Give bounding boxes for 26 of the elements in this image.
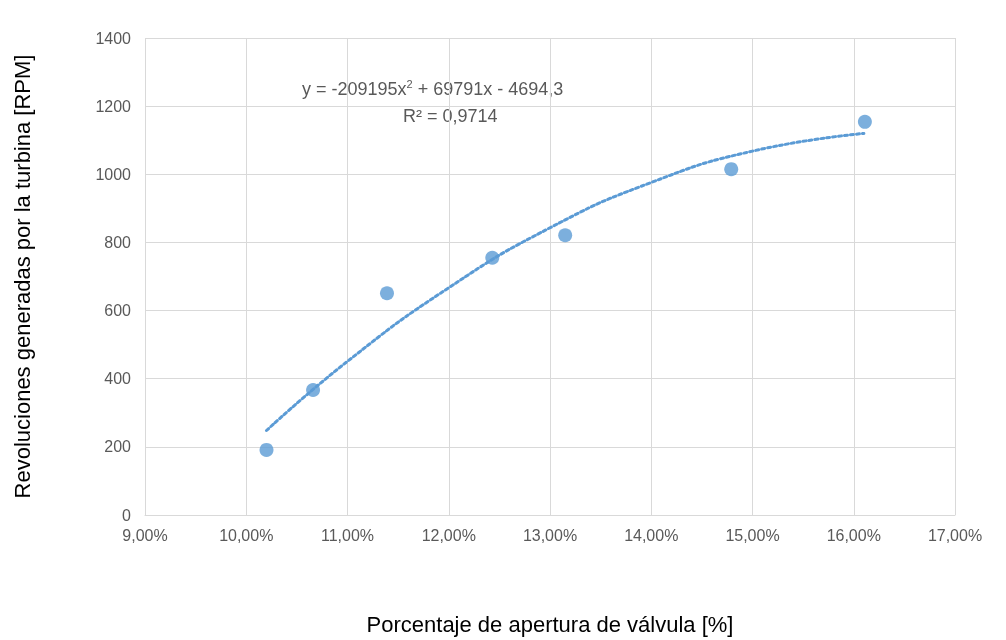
annotation: R² = 0,9714 — [403, 106, 498, 126]
x-tick-label: 13,00% — [522, 526, 578, 544]
line-series — [265, 131, 866, 432]
x-tick-label: 15,00% — [725, 526, 780, 544]
y-tick-label: 800 — [104, 233, 132, 251]
y-tick-label: 400 — [104, 370, 132, 388]
point — [724, 162, 739, 177]
point — [558, 228, 573, 243]
point — [259, 442, 274, 457]
point — [857, 114, 872, 129]
y-tick-label: 600 — [104, 302, 132, 320]
x-tick-label: 16,00% — [826, 526, 881, 544]
x-tick-label: 11,00% — [320, 526, 375, 544]
y-tick-label: 0 — [122, 506, 132, 524]
y-tick-label: 1200 — [95, 97, 132, 115]
x-axis-title: Porcentaje de apertura de válvula [%] — [366, 611, 734, 637]
x-tick-label: 9,00% — [122, 526, 168, 544]
x-tick-label: 17,00% — [927, 526, 983, 544]
point — [380, 286, 394, 301]
y-tick-label: 200 — [104, 438, 132, 456]
x-tick-label: 12,00% — [421, 526, 476, 544]
x-tick-label: 10,00% — [219, 526, 274, 544]
y-tick-label: 1400 — [95, 29, 132, 47]
x-tick-label: 14,00% — [624, 526, 679, 544]
y-axis-title: Revoluciones generadas por la turbina [RPM] — [9, 54, 35, 499]
y-tick-label: 1000 — [95, 165, 132, 183]
